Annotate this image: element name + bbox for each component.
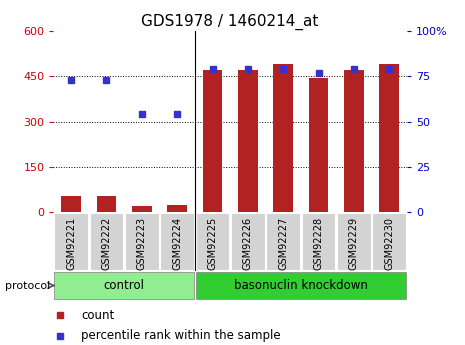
FancyBboxPatch shape (125, 213, 159, 270)
Bar (132, 206, 152, 212)
Bar (344, 70, 364, 212)
Text: GSM92223: GSM92223 (137, 217, 147, 270)
Bar (97, 196, 116, 212)
FancyBboxPatch shape (54, 272, 194, 299)
Bar (61, 196, 81, 212)
FancyBboxPatch shape (266, 213, 300, 270)
Text: GSM92222: GSM92222 (101, 217, 112, 270)
Text: GSM92230: GSM92230 (384, 217, 394, 270)
FancyBboxPatch shape (231, 213, 265, 270)
Text: GSM92227: GSM92227 (278, 217, 288, 270)
Bar (238, 70, 258, 212)
FancyBboxPatch shape (337, 213, 371, 270)
Bar (273, 64, 293, 212)
Text: protocol: protocol (5, 281, 50, 290)
FancyBboxPatch shape (54, 213, 88, 270)
Text: GSM92225: GSM92225 (207, 217, 218, 270)
Bar (309, 78, 328, 212)
Text: percentile rank within the sample: percentile rank within the sample (81, 329, 281, 342)
FancyBboxPatch shape (372, 213, 406, 270)
FancyBboxPatch shape (160, 213, 194, 270)
Bar (167, 205, 187, 212)
FancyBboxPatch shape (90, 213, 123, 270)
Text: basonuclin knockdown: basonuclin knockdown (234, 279, 368, 292)
Bar (379, 64, 399, 212)
Text: GSM92228: GSM92228 (313, 217, 324, 270)
Text: GSM92221: GSM92221 (66, 217, 76, 270)
FancyBboxPatch shape (196, 272, 406, 299)
FancyBboxPatch shape (196, 213, 229, 270)
Text: GSM92224: GSM92224 (172, 217, 182, 270)
Text: control: control (104, 279, 145, 292)
Bar (203, 70, 222, 212)
Title: GDS1978 / 1460214_at: GDS1978 / 1460214_at (141, 13, 319, 30)
FancyBboxPatch shape (302, 213, 335, 270)
Text: count: count (81, 309, 115, 322)
Text: GSM92226: GSM92226 (243, 217, 253, 270)
Text: GSM92229: GSM92229 (349, 217, 359, 270)
